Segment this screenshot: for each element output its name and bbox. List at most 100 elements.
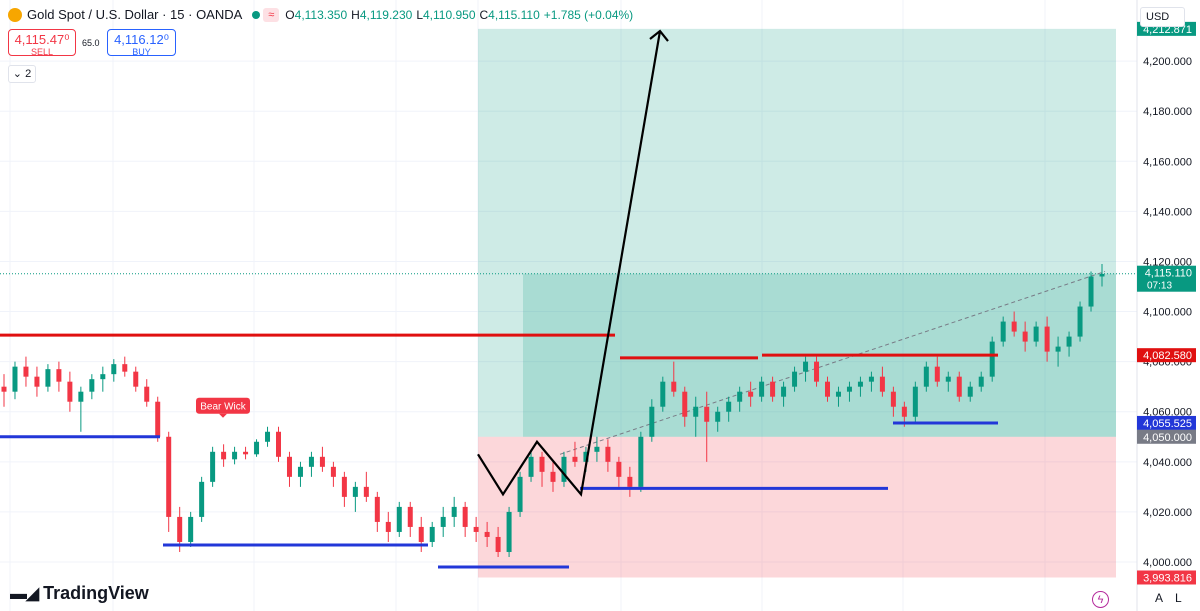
candle-body	[956, 376, 962, 397]
candle-body	[1066, 336, 1072, 347]
price-change: +1.785 (+0.04%)	[543, 7, 634, 22]
candle-body	[144, 386, 150, 402]
candle-body	[770, 381, 776, 397]
candle-body	[363, 486, 369, 497]
candle-body	[1, 386, 7, 392]
candle-body	[12, 366, 18, 392]
price-label: 4,050.000	[1143, 432, 1192, 444]
candle-body	[133, 371, 139, 387]
candle-body	[693, 406, 699, 417]
candle-body	[100, 374, 106, 380]
candle-body	[265, 431, 271, 442]
candle-body	[671, 381, 677, 392]
candle-body	[385, 521, 391, 532]
candle-body	[649, 406, 655, 437]
candle-body	[989, 341, 995, 377]
price-tick-label: 4,100.000	[1143, 307, 1192, 319]
grid	[0, 0, 1137, 611]
candle-body	[1022, 331, 1028, 342]
candle-body	[704, 406, 710, 422]
candle-body	[89, 379, 95, 392]
candle-body	[111, 364, 117, 375]
candle-body	[583, 451, 589, 462]
candle-body	[166, 436, 172, 517]
candle-body	[297, 466, 303, 477]
tradingview-wordmark: TradingView	[43, 583, 149, 603]
price-label-bg	[1137, 415, 1196, 430]
symbol-header: Gold Spot / U.S. Dollar · 15 · OANDA ≈ O…	[8, 7, 633, 22]
market-status[interactable]: ≈	[252, 7, 280, 22]
candle-body	[341, 476, 347, 497]
candle-body	[418, 526, 424, 542]
candle-body	[912, 386, 918, 417]
candles	[1, 263, 1105, 557]
price-tick-label: 4,180.000	[1143, 106, 1192, 118]
candle-body	[682, 391, 688, 417]
candle-body	[803, 361, 809, 372]
candle-body	[890, 391, 896, 407]
bear-wick-label-bg	[196, 397, 250, 414]
candle-body	[792, 371, 798, 387]
price-tick-label: 4,060.000	[1143, 407, 1192, 419]
price-tick-label: 4,020.000	[1143, 507, 1192, 519]
candle-body	[396, 506, 402, 532]
candle-body	[308, 456, 314, 467]
candle-body	[67, 381, 73, 402]
candle-body	[715, 411, 721, 422]
candle-body	[484, 531, 490, 537]
candle-body	[835, 391, 841, 397]
candle-body	[1099, 273, 1105, 277]
indicators-toggle[interactable]: ⌄ 2	[8, 65, 36, 83]
candle-body	[374, 496, 380, 522]
candle-body	[155, 401, 161, 437]
trend-line	[559, 271, 1106, 455]
candle-body	[330, 466, 336, 477]
price-label-bg	[1137, 348, 1196, 363]
price-label: 4,115.110	[1145, 268, 1192, 280]
candle-body	[627, 476, 633, 487]
candle-body	[605, 446, 611, 462]
spread-value: 65.0	[82, 38, 100, 48]
candle-body	[473, 526, 479, 532]
candle-body	[451, 506, 457, 517]
candle-body	[1077, 306, 1083, 337]
price-tick-label: 4,120.000	[1143, 256, 1192, 268]
candle-body	[1044, 326, 1050, 352]
log-scale-button[interactable]: L	[1175, 591, 1182, 605]
candle-body	[594, 446, 600, 452]
candle-body	[23, 366, 29, 377]
candle-body	[868, 376, 874, 382]
price-tick-label: 4,200.000	[1143, 56, 1192, 68]
sell-label: SELL	[30, 47, 54, 57]
gold-symbol-icon	[8, 7, 22, 22]
candle-body	[660, 381, 666, 407]
buy-price: 4,116.12⁰	[114, 32, 169, 47]
candle-body	[561, 456, 567, 482]
candle-body	[572, 456, 578, 462]
buy-button[interactable]: 4,116.12⁰ BUY	[107, 29, 176, 57]
candle-body	[440, 516, 446, 527]
candle-body	[945, 376, 951, 382]
candle-body	[1011, 321, 1017, 332]
candle-body	[352, 486, 358, 497]
auto-scale-button[interactable]: A	[1155, 591, 1164, 605]
candle-body	[967, 386, 973, 397]
ohlc-open: O4,113.350	[285, 7, 348, 22]
price-tick-label: 4,040.000	[1143, 457, 1192, 469]
sell-button[interactable]: 4,115.47⁰ SELL	[8, 29, 76, 57]
lightning-icon[interactable]: ϟ	[1092, 591, 1109, 608]
candle-body	[56, 369, 62, 382]
tradingview-mark-icon: ▬◢	[10, 583, 39, 603]
candle-body	[254, 441, 260, 455]
candle-body	[1055, 346, 1061, 352]
symbol-title[interactable]: Gold Spot / U.S. Dollar · 15 · OANDA	[27, 7, 243, 22]
price-label: 4,055.525	[1143, 418, 1192, 430]
projection-path	[477, 30, 662, 497]
currency-selector[interactable]: USD	[1140, 7, 1185, 27]
candle-body	[78, 391, 84, 402]
candle-body	[1033, 326, 1039, 342]
candle-body	[616, 461, 622, 477]
candle-body	[726, 401, 732, 412]
candle-body	[517, 476, 523, 512]
